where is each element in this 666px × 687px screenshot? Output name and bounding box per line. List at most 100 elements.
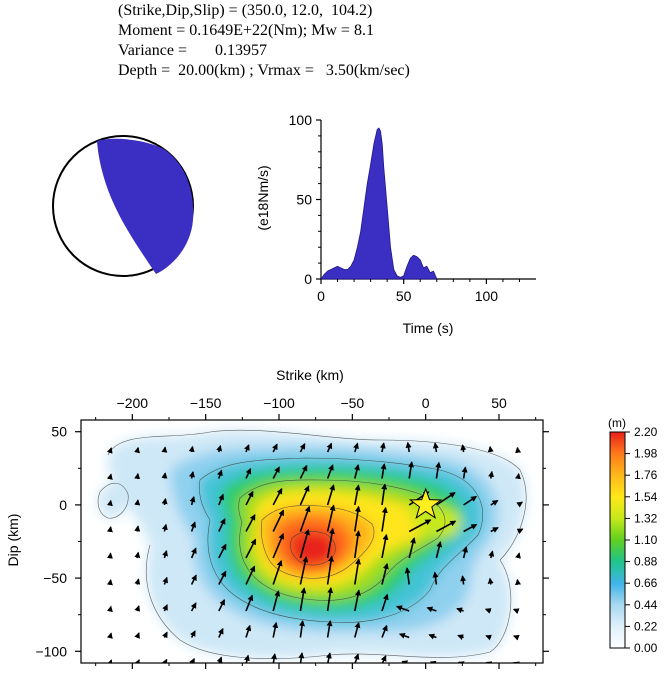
slip-vector (428, 633, 437, 640)
slip-vector (245, 490, 254, 506)
slip-vector (299, 556, 309, 585)
slip-vector (218, 599, 226, 612)
stf-x-tick-label: 0 (317, 288, 325, 304)
slip-vector (190, 574, 197, 585)
slip-vector (490, 499, 499, 506)
map-y-tick-label: −100 (35, 643, 67, 659)
map-y-tick-label: 0 (59, 497, 67, 513)
slip-vector (244, 444, 250, 453)
map-x-tick-label: −200 (117, 395, 149, 411)
slip-vector (161, 472, 168, 479)
slip-vectors (106, 441, 524, 663)
slip-vector (460, 444, 467, 453)
slip-vector (326, 504, 336, 532)
slip-vector (134, 551, 141, 559)
map-y-tick-label: 50 (51, 424, 67, 440)
slip-vector (487, 577, 494, 585)
slip-vector (272, 509, 285, 532)
slip-vector (432, 571, 439, 585)
slip-vector (381, 593, 389, 612)
slip-vector (162, 604, 168, 612)
colorbar-gradient (609, 431, 626, 649)
slip-vector (189, 471, 195, 479)
slip-map-x-label: Strike (km) (276, 367, 344, 383)
slip-vector (217, 469, 223, 479)
slip-vector (299, 587, 307, 612)
slip-vector (218, 543, 227, 559)
colorbar-tick-label: 0.22 (634, 619, 658, 633)
slip-vector (353, 442, 359, 453)
slip-vector (512, 608, 520, 614)
stf-y-tick-label: 50 (296, 192, 312, 208)
slip-vector (299, 443, 306, 453)
hypocenter-star (408, 487, 443, 520)
slip-vector (408, 537, 416, 559)
stf-y-tick-label: 100 (289, 112, 313, 128)
slip-vector (298, 652, 305, 663)
slip-vector (515, 446, 522, 454)
slip-vector (326, 442, 333, 453)
slip-vector (381, 624, 388, 638)
slip-vector (426, 606, 437, 613)
slip-vector (218, 493, 224, 506)
slip-map: Strike (km) Dip (km) (5, 367, 549, 669)
slip-vector (134, 499, 141, 506)
slip-vector (134, 472, 141, 480)
slip-vector (106, 552, 113, 559)
slip-vector (456, 607, 464, 614)
colorbar-tick-label: 1.54 (634, 490, 658, 504)
slip-vector (272, 487, 283, 506)
slip-vector (134, 605, 141, 612)
map-x-tick-label: −50 (340, 395, 364, 411)
map-x-tick-label: −150 (190, 395, 222, 411)
slip-vector (272, 443, 278, 453)
header-line-4: Depth = 20.00(km) ; Vrmax = 3.50(km/sec) (118, 62, 410, 79)
slip-vector (134, 525, 141, 532)
slip-vector (299, 528, 310, 559)
slip-vector (462, 546, 468, 559)
slip-vector (461, 466, 468, 479)
slip-vector (326, 464, 334, 479)
stf-x-tick-label: 50 (396, 288, 412, 304)
colorbar-tick-label: 2.20 (634, 425, 658, 439)
slip-vector (408, 519, 432, 533)
slip-vector (379, 442, 386, 453)
slip-vector (485, 634, 492, 641)
slip-vector (326, 527, 335, 559)
slip-vector (245, 467, 252, 479)
slip-vector (245, 624, 252, 638)
slip-vector (381, 506, 388, 532)
slip-vector (106, 659, 113, 663)
colorbar-tick-label: 0.44 (634, 598, 658, 612)
colorbar-tick-label: 1.98 (634, 447, 658, 461)
slip-vector (106, 447, 113, 454)
slip-vector (436, 520, 457, 533)
slip-vector (408, 461, 414, 479)
beachball-compressional-quadrant (97, 138, 194, 274)
slip-vector (189, 496, 196, 506)
slip-vector (161, 658, 168, 663)
slip-vector (398, 632, 410, 639)
slip-vector (106, 605, 113, 613)
slip-vector (162, 576, 168, 585)
slip-vector (106, 499, 113, 507)
colorbar-tick-label: 1.10 (634, 533, 658, 547)
slip-vector (354, 589, 361, 612)
colorbar: (m) 2.20 1.98 1.76 1.54 1.32 1.10 0.88 0.66 0.44… (608, 416, 658, 655)
colorbar-tick-label: 0.88 (634, 555, 658, 569)
slip-vector (299, 485, 310, 506)
slip-vector (380, 463, 387, 479)
slip-vector (405, 441, 412, 453)
slip-vector (488, 470, 495, 479)
slip-vector (354, 621, 361, 638)
slip-vector (354, 484, 361, 506)
slip-vector (514, 472, 521, 480)
colorbar-tick-label: 0.00 (634, 641, 658, 655)
slip-vector (463, 523, 478, 533)
colorbar-tick-label: 1.76 (634, 468, 658, 482)
slip-vector (299, 464, 308, 479)
slip-vector (432, 442, 439, 453)
slip-vector (245, 594, 254, 612)
stf-area (320, 127, 438, 280)
